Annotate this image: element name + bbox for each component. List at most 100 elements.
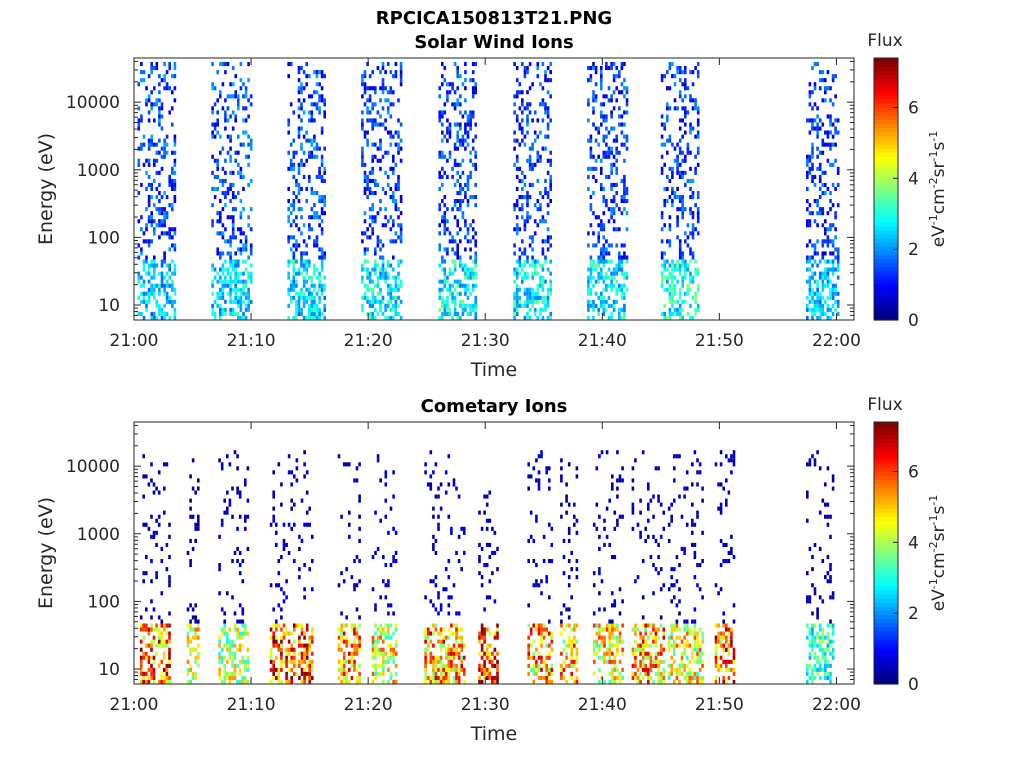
spectrogram-cell — [437, 595, 440, 600]
spectrogram-cell — [673, 567, 676, 572]
spectrogram-cell — [696, 207, 700, 212]
spectrogram-cell — [466, 178, 470, 183]
spectrogram-cell — [541, 299, 545, 304]
spectrogram-cell — [153, 283, 156, 288]
spectrogram-cell — [691, 70, 695, 75]
spectrogram-cell — [610, 126, 613, 131]
spectrogram-cell — [318, 275, 321, 280]
spectrogram-cell — [348, 639, 351, 644]
spectrogram-cell — [389, 603, 393, 608]
colorbar-title-1: Flux — [867, 31, 902, 51]
spectrogram-cell — [684, 82, 687, 87]
spectrogram-cell — [236, 486, 239, 491]
spectrogram-cell — [249, 279, 253, 284]
spectrogram-cell — [311, 559, 314, 564]
spectrogram-cell — [226, 647, 229, 652]
spectrogram-cell — [397, 130, 400, 135]
spectrogram-cell — [236, 627, 239, 632]
spectrogram-cell — [305, 663, 309, 668]
spectrogram-cell — [280, 639, 283, 644]
spectrogram-cell — [829, 291, 832, 296]
spectrogram-cell — [452, 631, 456, 636]
spectrogram-cell — [448, 231, 452, 236]
spectrogram-cell — [302, 98, 306, 103]
spectrogram-cell — [592, 651, 596, 656]
spectrogram-cell — [641, 663, 645, 668]
spectrogram-cell — [660, 275, 664, 280]
spectrogram-cell — [684, 271, 687, 276]
spectrogram-cell — [424, 671, 427, 676]
spectrogram-cell — [537, 486, 541, 491]
spectrogram-cell — [641, 559, 645, 564]
spectrogram-cell — [160, 263, 164, 268]
spectrogram-cell — [242, 130, 245, 135]
spectrogram-cell — [387, 667, 390, 672]
spectrogram-cell — [496, 675, 499, 680]
spectrogram-cell — [231, 486, 234, 491]
spectrogram-cell — [836, 263, 840, 268]
spectrogram-cell — [298, 546, 301, 551]
spectrogram-cell — [366, 275, 369, 280]
spectrogram-cell — [189, 651, 192, 656]
spectrogram-cell — [295, 478, 299, 483]
spectrogram-cell — [821, 142, 825, 147]
spectrogram-cell — [647, 518, 650, 523]
spectrogram-cell — [513, 110, 516, 115]
spectrogram-cell — [233, 643, 237, 648]
spectrogram-cell — [293, 522, 296, 527]
spectrogram-cell — [575, 559, 579, 564]
spectrogram-cell — [598, 567, 601, 572]
spectrogram-cell — [694, 102, 697, 107]
spectrogram-cell — [678, 454, 681, 459]
spectrogram-cell — [237, 102, 240, 107]
spectrogram-cell — [379, 267, 382, 272]
spectrogram-cell — [681, 279, 684, 284]
spectrogram-cell — [437, 659, 440, 664]
spectrogram-cell — [147, 162, 151, 167]
spectrogram-cell — [446, 311, 449, 316]
spectrogram-cell — [515, 287, 519, 292]
spectrogram-cell — [379, 623, 382, 628]
spectrogram-cell — [246, 498, 250, 503]
spectrogram-cell — [160, 643, 164, 648]
spectrogram-cell — [668, 291, 672, 296]
spectrogram-cell — [300, 263, 303, 268]
spectrogram-cell — [518, 106, 522, 111]
spectrogram-cell — [523, 275, 527, 280]
spectrogram-cell — [483, 607, 486, 612]
spectrogram-cell — [456, 134, 459, 139]
spectrogram-cell — [399, 231, 403, 236]
spectrogram-cell — [618, 122, 621, 127]
spectrogram-cell — [163, 219, 166, 224]
spectrogram-cell — [311, 663, 314, 668]
spectrogram-cell — [429, 579, 433, 584]
spectrogram-cell — [236, 679, 239, 684]
spectrogram-cell — [238, 659, 242, 664]
spectrogram-cell — [634, 655, 637, 660]
spectrogram-cell — [381, 66, 385, 71]
spectrogram-cell — [353, 631, 356, 636]
spectrogram-cell — [813, 86, 817, 91]
spectrogram-cell — [474, 311, 477, 316]
spectrogram-cell — [612, 227, 616, 232]
spectrogram-cell — [545, 655, 548, 660]
spectrogram-cell — [460, 567, 463, 572]
spectrogram-cell — [620, 283, 624, 288]
spectrogram-cell — [539, 191, 542, 196]
spectrogram-cell — [145, 607, 148, 612]
spectrogram-cell — [152, 530, 156, 535]
spectrogram-cell — [691, 255, 695, 260]
spectrogram-cell — [320, 195, 324, 200]
spectrogram-cell — [623, 182, 626, 187]
spectrogram-cell — [565, 494, 568, 499]
spectrogram-cell — [550, 542, 554, 547]
spectrogram-cell — [469, 267, 472, 272]
spectrogram-cell — [673, 478, 676, 483]
spectrogram-cell — [323, 110, 326, 115]
spectrogram-cell — [605, 287, 608, 292]
spectrogram-cell — [384, 514, 388, 519]
spectrogram-cell — [384, 474, 388, 479]
spectrogram-cell — [229, 255, 232, 260]
spectrogram-cell — [384, 659, 388, 664]
spectrogram-cell — [615, 291, 618, 296]
